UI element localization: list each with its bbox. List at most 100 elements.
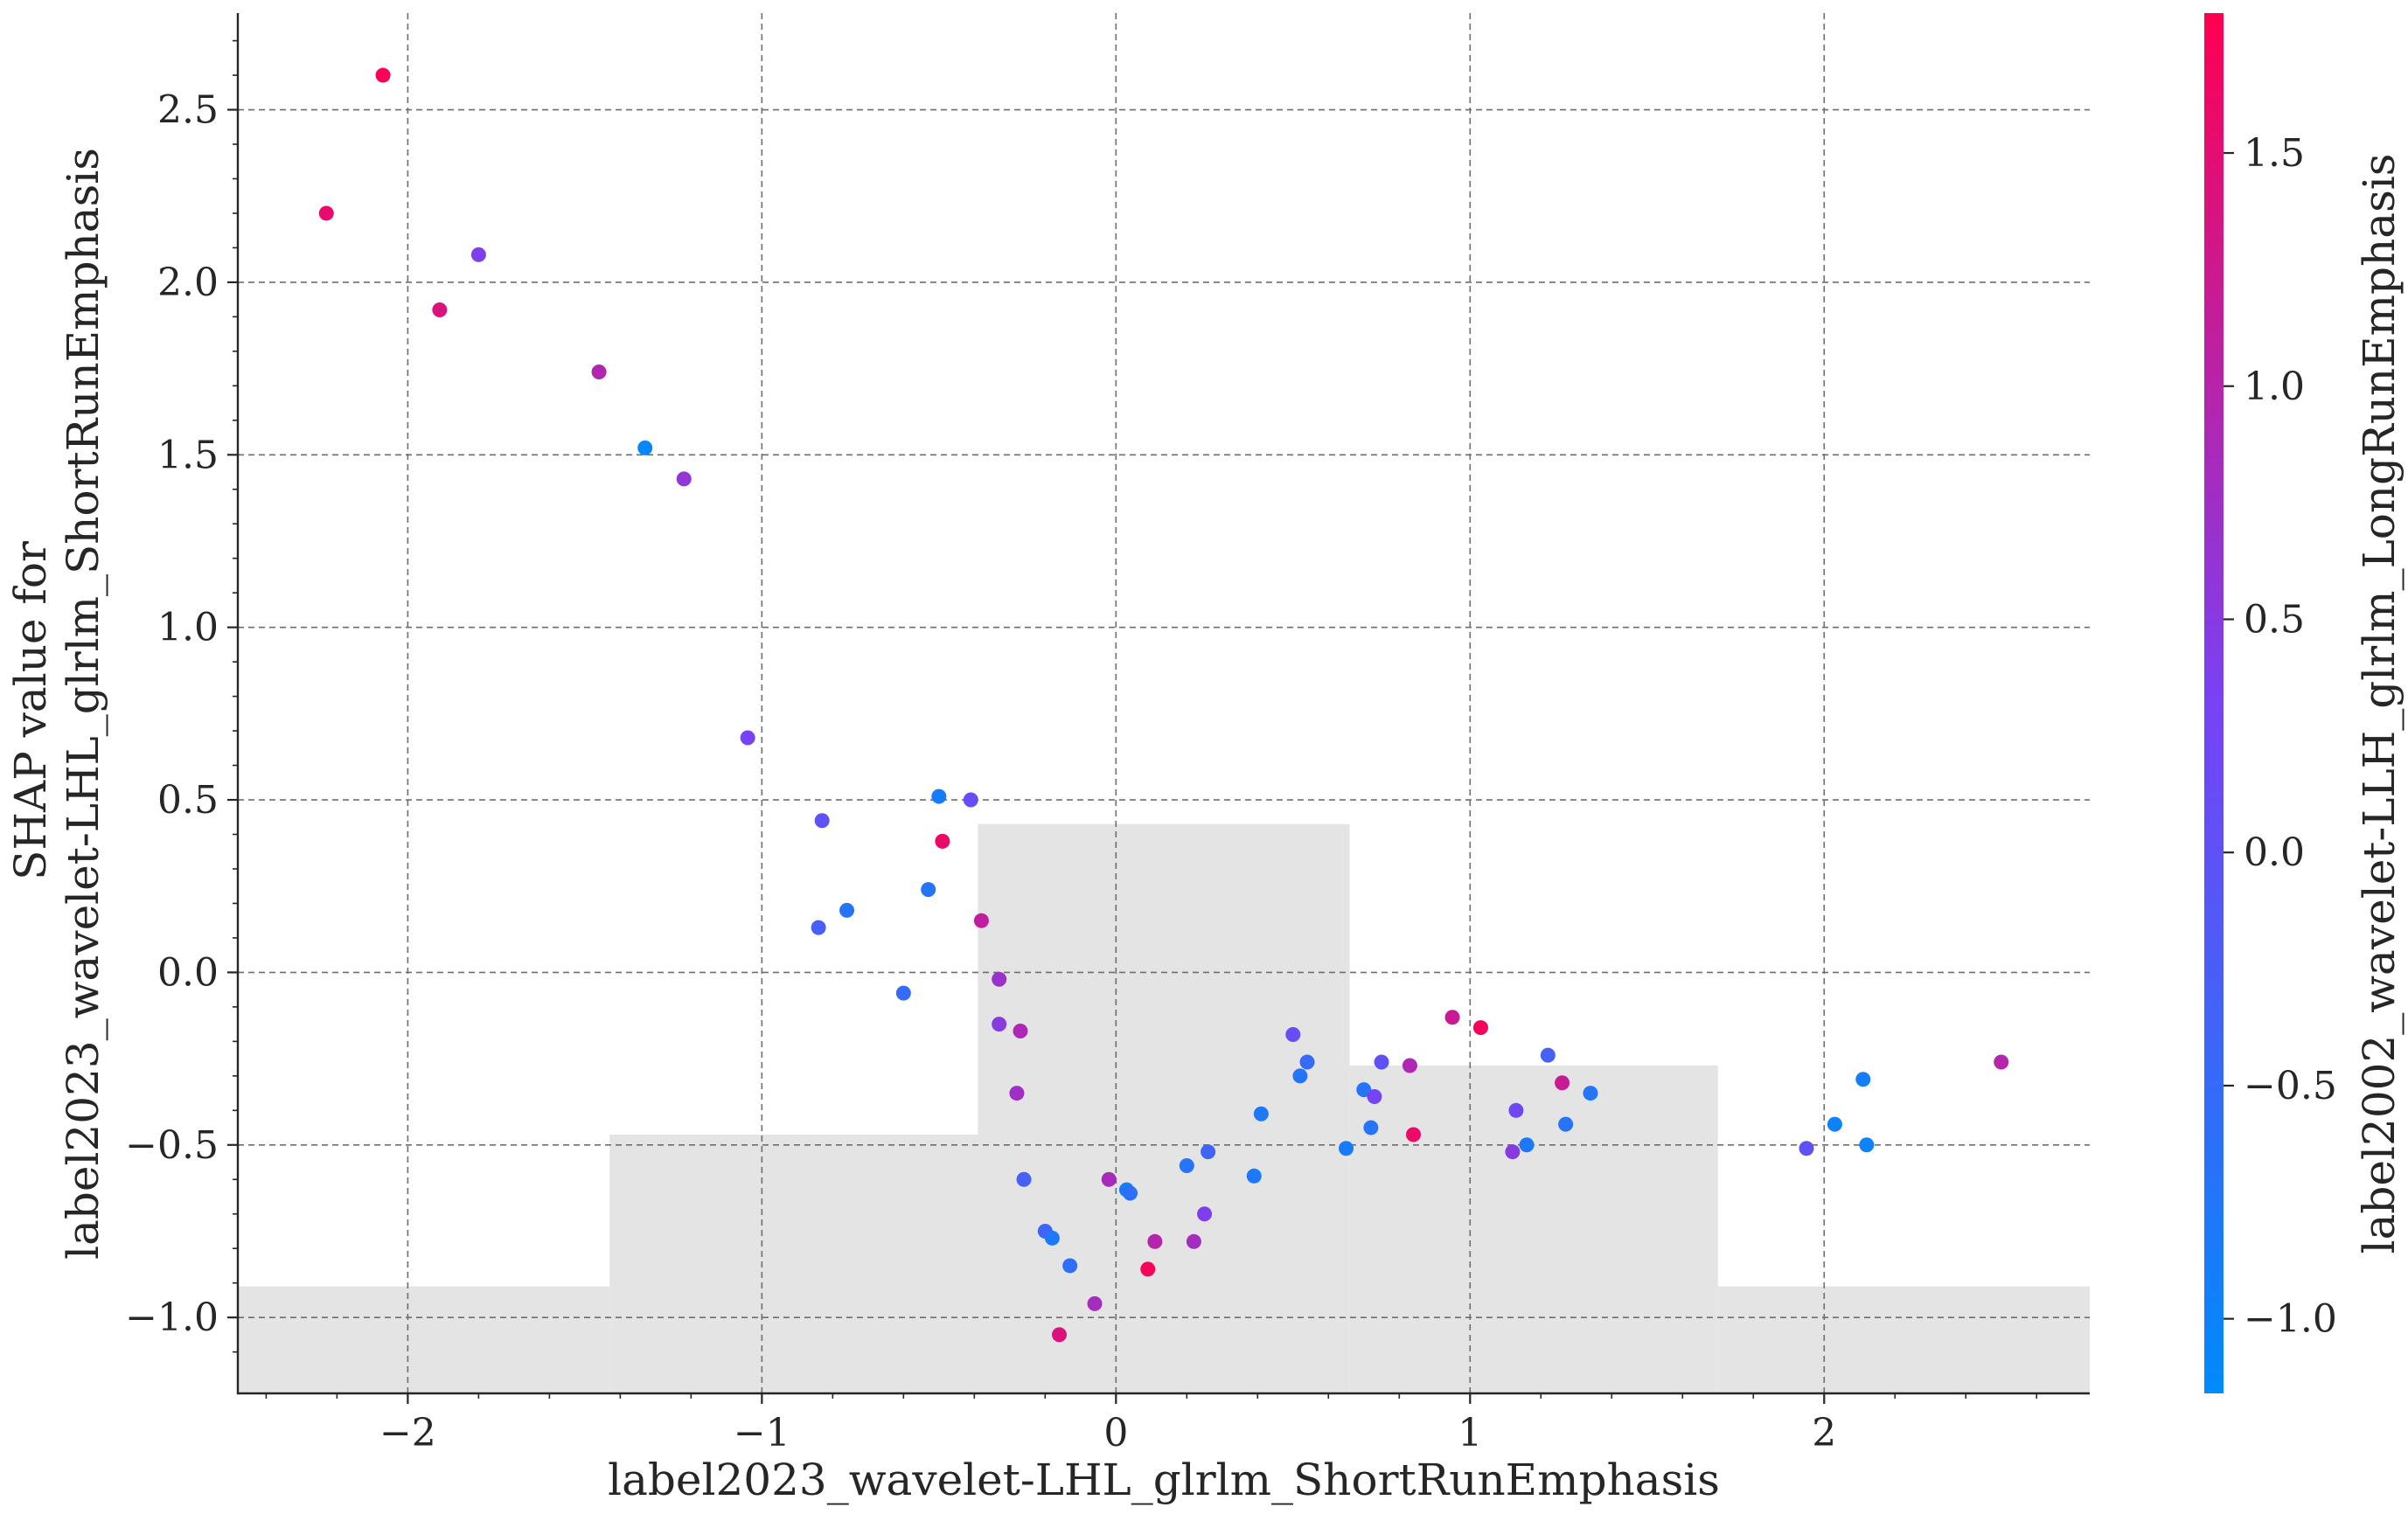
histogram-bin [1349, 1065, 1718, 1393]
y-axis-label: SHAP value for label2023_wavelet-LHL_glr… [5, 148, 108, 1260]
scatter-point [1827, 1116, 1842, 1132]
colorbar-tick-label: 0.0 [2244, 830, 2305, 875]
scatter-point [814, 813, 830, 829]
scatter-point [1583, 1086, 1598, 1101]
colorbar: −1.0 −0.5 0.0 0.5 1.0 1.5 [2204, 13, 2337, 1393]
scatter-point [1472, 1020, 1488, 1036]
scatter-point [1186, 1233, 1201, 1249]
scatter-point [1052, 1327, 1068, 1343]
scatter-point [1292, 1068, 1308, 1084]
scatter-points [318, 67, 2009, 1343]
scatter-point [740, 730, 755, 746]
colorbar-ticks: −1.0 −0.5 0.0 0.5 1.0 1.5 [2224, 131, 2337, 1342]
x-tick-label: −1 [734, 1411, 790, 1455]
scatter-point [470, 247, 486, 262]
scatter-point [1147, 1233, 1163, 1249]
grid [238, 13, 2090, 1393]
histogram-bin [978, 823, 1350, 1393]
scatter-point [1558, 1116, 1574, 1132]
scatter-point [1101, 1171, 1117, 1187]
x-axis-label: label2023_wavelet-LHL_glrlm_ShortRunEmph… [608, 1455, 1720, 1505]
colorbar-tick-label: −0.5 [2244, 1064, 2337, 1108]
scatter-point [1140, 1261, 1156, 1277]
scatter-point [1253, 1106, 1269, 1122]
scatter-point [1201, 1144, 1216, 1160]
scatter-point [895, 985, 911, 1001]
scatter-point [1044, 1230, 1060, 1246]
colorbar-tick-label: 1.0 [2244, 365, 2305, 409]
scatter-point [1123, 1185, 1138, 1201]
y-tick-label: 2.0 [157, 260, 219, 305]
scatter-point [963, 792, 978, 808]
scatter-point [1555, 1075, 1570, 1091]
x-axis-ticks: −2 −1 0 1 2 [265, 1393, 2038, 1455]
x-tick-label: 1 [1458, 1411, 1482, 1455]
x-tick-label: −2 [379, 1411, 436, 1455]
scatter-point [1285, 1026, 1301, 1042]
colorbar-label: label2002_wavelet-LLH_glrlm_LongRunEmpha… [2354, 154, 2405, 1254]
y-tick-label: 0.0 [157, 950, 219, 995]
scatter-point [1505, 1144, 1521, 1160]
scatter-point [1246, 1168, 1262, 1184]
scatter-point [1402, 1058, 1417, 1073]
scatter-point [1062, 1258, 1078, 1274]
y-axis-label-line-2: label2023_wavelet-LHL_glrlm_ShortRunEmph… [58, 148, 108, 1260]
scatter-point [1009, 1086, 1025, 1101]
scatter-point [992, 971, 1007, 987]
y-tick-label: 2.5 [157, 88, 219, 133]
histogram-bin [238, 1286, 610, 1393]
scatter-point [1363, 1120, 1379, 1136]
scatter-point [432, 302, 448, 317]
scatter-point [1087, 1295, 1103, 1311]
scatter-point [1859, 1137, 1875, 1153]
colorbar-tick-label: 0.5 [2244, 597, 2305, 642]
scatter-point [637, 440, 653, 455]
histogram-bin [1717, 1286, 2090, 1393]
y-tick-label: 0.5 [157, 778, 219, 823]
scatter-point [1374, 1054, 1389, 1070]
scatter-point [992, 1017, 1007, 1032]
x-tick-label: 0 [1103, 1411, 1128, 1455]
scatter-point [1299, 1054, 1315, 1070]
x-tick-label: 2 [1812, 1411, 1836, 1455]
scatter-point [1016, 1171, 1032, 1187]
scatter-point [1013, 1024, 1028, 1039]
scatter-point [839, 902, 855, 918]
feature-histogram [238, 823, 2090, 1393]
plot-area: −2 −1 0 1 2 −1.0 −0.5 0.0 0.5 1.0 1.5 2.0 2.5 [125, 13, 2090, 1455]
scatter-point [935, 833, 950, 849]
scatter-point [1519, 1137, 1535, 1153]
y-axis-ticks: −1.0 −0.5 0.0 0.5 1.0 1.5 2.0 2.5 [125, 39, 238, 1353]
y-tick-label: 1.5 [157, 433, 219, 477]
scatter-point [921, 882, 936, 898]
y-tick-label: 1.0 [157, 606, 219, 650]
scatter-point [375, 67, 391, 83]
scatter-point [1367, 1089, 1382, 1105]
scatter-point [1855, 1072, 1871, 1087]
colorbar-tick-label: 1.5 [2244, 131, 2305, 176]
scatter-point [318, 205, 334, 221]
scatter-point [676, 471, 692, 487]
colorbar-tick-label: −1.0 [2244, 1297, 2337, 1342]
colorbar-gradient [2204, 13, 2224, 1393]
y-tick-label: −0.5 [125, 1123, 219, 1168]
scatter-point [1339, 1141, 1354, 1156]
scatter-point [973, 913, 989, 928]
scatter-point [1406, 1127, 1422, 1142]
scatter-point [1540, 1047, 1555, 1063]
scatter-point [591, 365, 607, 380]
scatter-point [1994, 1054, 2009, 1070]
scatter-point [1799, 1141, 1814, 1156]
scatter-point [811, 920, 826, 935]
scatter-point [931, 788, 947, 804]
y-tick-label: −1.0 [125, 1295, 219, 1340]
scatter-point [1197, 1206, 1213, 1222]
scatter-point [1508, 1102, 1524, 1118]
scatter-point [1179, 1157, 1194, 1173]
y-axis-label-line-1: SHAP value for [5, 541, 56, 880]
histogram-bin [609, 1134, 978, 1393]
scatter-point [1444, 1010, 1460, 1025]
scatter-point [1356, 1082, 1372, 1098]
axes-spines [236, 13, 2090, 1395]
